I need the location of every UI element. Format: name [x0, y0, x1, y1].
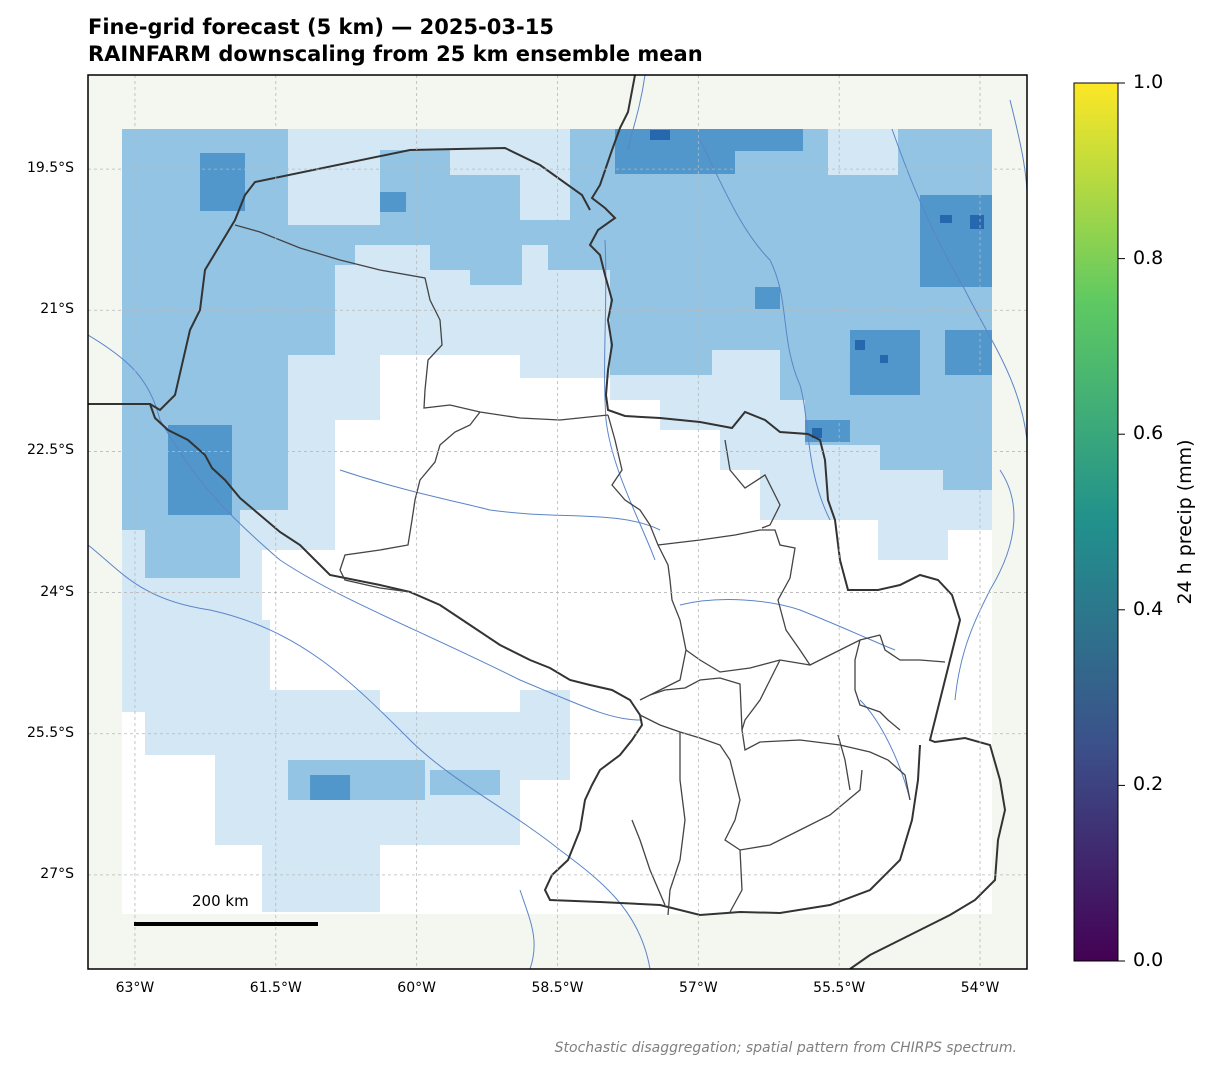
colorbar-tick-label: 0.8	[1133, 246, 1164, 269]
lon-tick-label: 54°W	[960, 980, 1000, 996]
colorbar-tick-label: 0.4	[1133, 597, 1164, 620]
gridlines	[88, 75, 1027, 969]
colorbar-tick-marks	[1118, 82, 1125, 962]
admin-boundaries	[234, 224, 946, 916]
map-title-line2: RAINFARM downscaling from 25 km ensemble…	[88, 42, 703, 66]
lon-tick-label: 58.5°W	[531, 980, 584, 996]
colorbar-tick-label: 0.2	[1133, 773, 1164, 796]
precip-field	[122, 129, 992, 914]
lon-tick-label: 60°W	[397, 980, 436, 996]
lon-tick-label: 61.5°W	[249, 980, 302, 996]
lon-tick-label: 63°W	[115, 980, 155, 996]
lat-tick-label: 19.5°S	[26, 160, 74, 177]
lon-tick-label: 57°W	[679, 980, 718, 996]
map-frame	[87, 74, 1028, 970]
lat-tick-label: 21°S	[40, 301, 74, 318]
lat-tick-label: 24°S	[40, 583, 74, 600]
rivers	[88, 75, 1027, 969]
lon-tick-label: 55.5°W	[813, 980, 866, 996]
colorbar-label: 24 h precip (mm)	[1174, 439, 1196, 605]
colorbar	[1073, 82, 1119, 962]
lat-tick-label: 25.5°S	[26, 724, 74, 741]
colorbar-tick-label: 1.0	[1133, 71, 1164, 93]
colorbar-tick-label: 0.6	[1133, 422, 1164, 445]
country-borders	[88, 75, 1007, 969]
lat-tick-label: 22.5°S	[26, 442, 74, 459]
lat-tick-label: 27°S	[40, 865, 74, 882]
map-title-line1: Fine-grid forecast (5 km) — 2025-03-15	[88, 15, 554, 39]
scale-bar-label: 200 km	[192, 892, 249, 910]
colorbar-tick-label: 0.0	[1133, 949, 1164, 971]
footnote: Stochastic disaggregation; spatial patte…	[554, 1040, 1017, 1056]
